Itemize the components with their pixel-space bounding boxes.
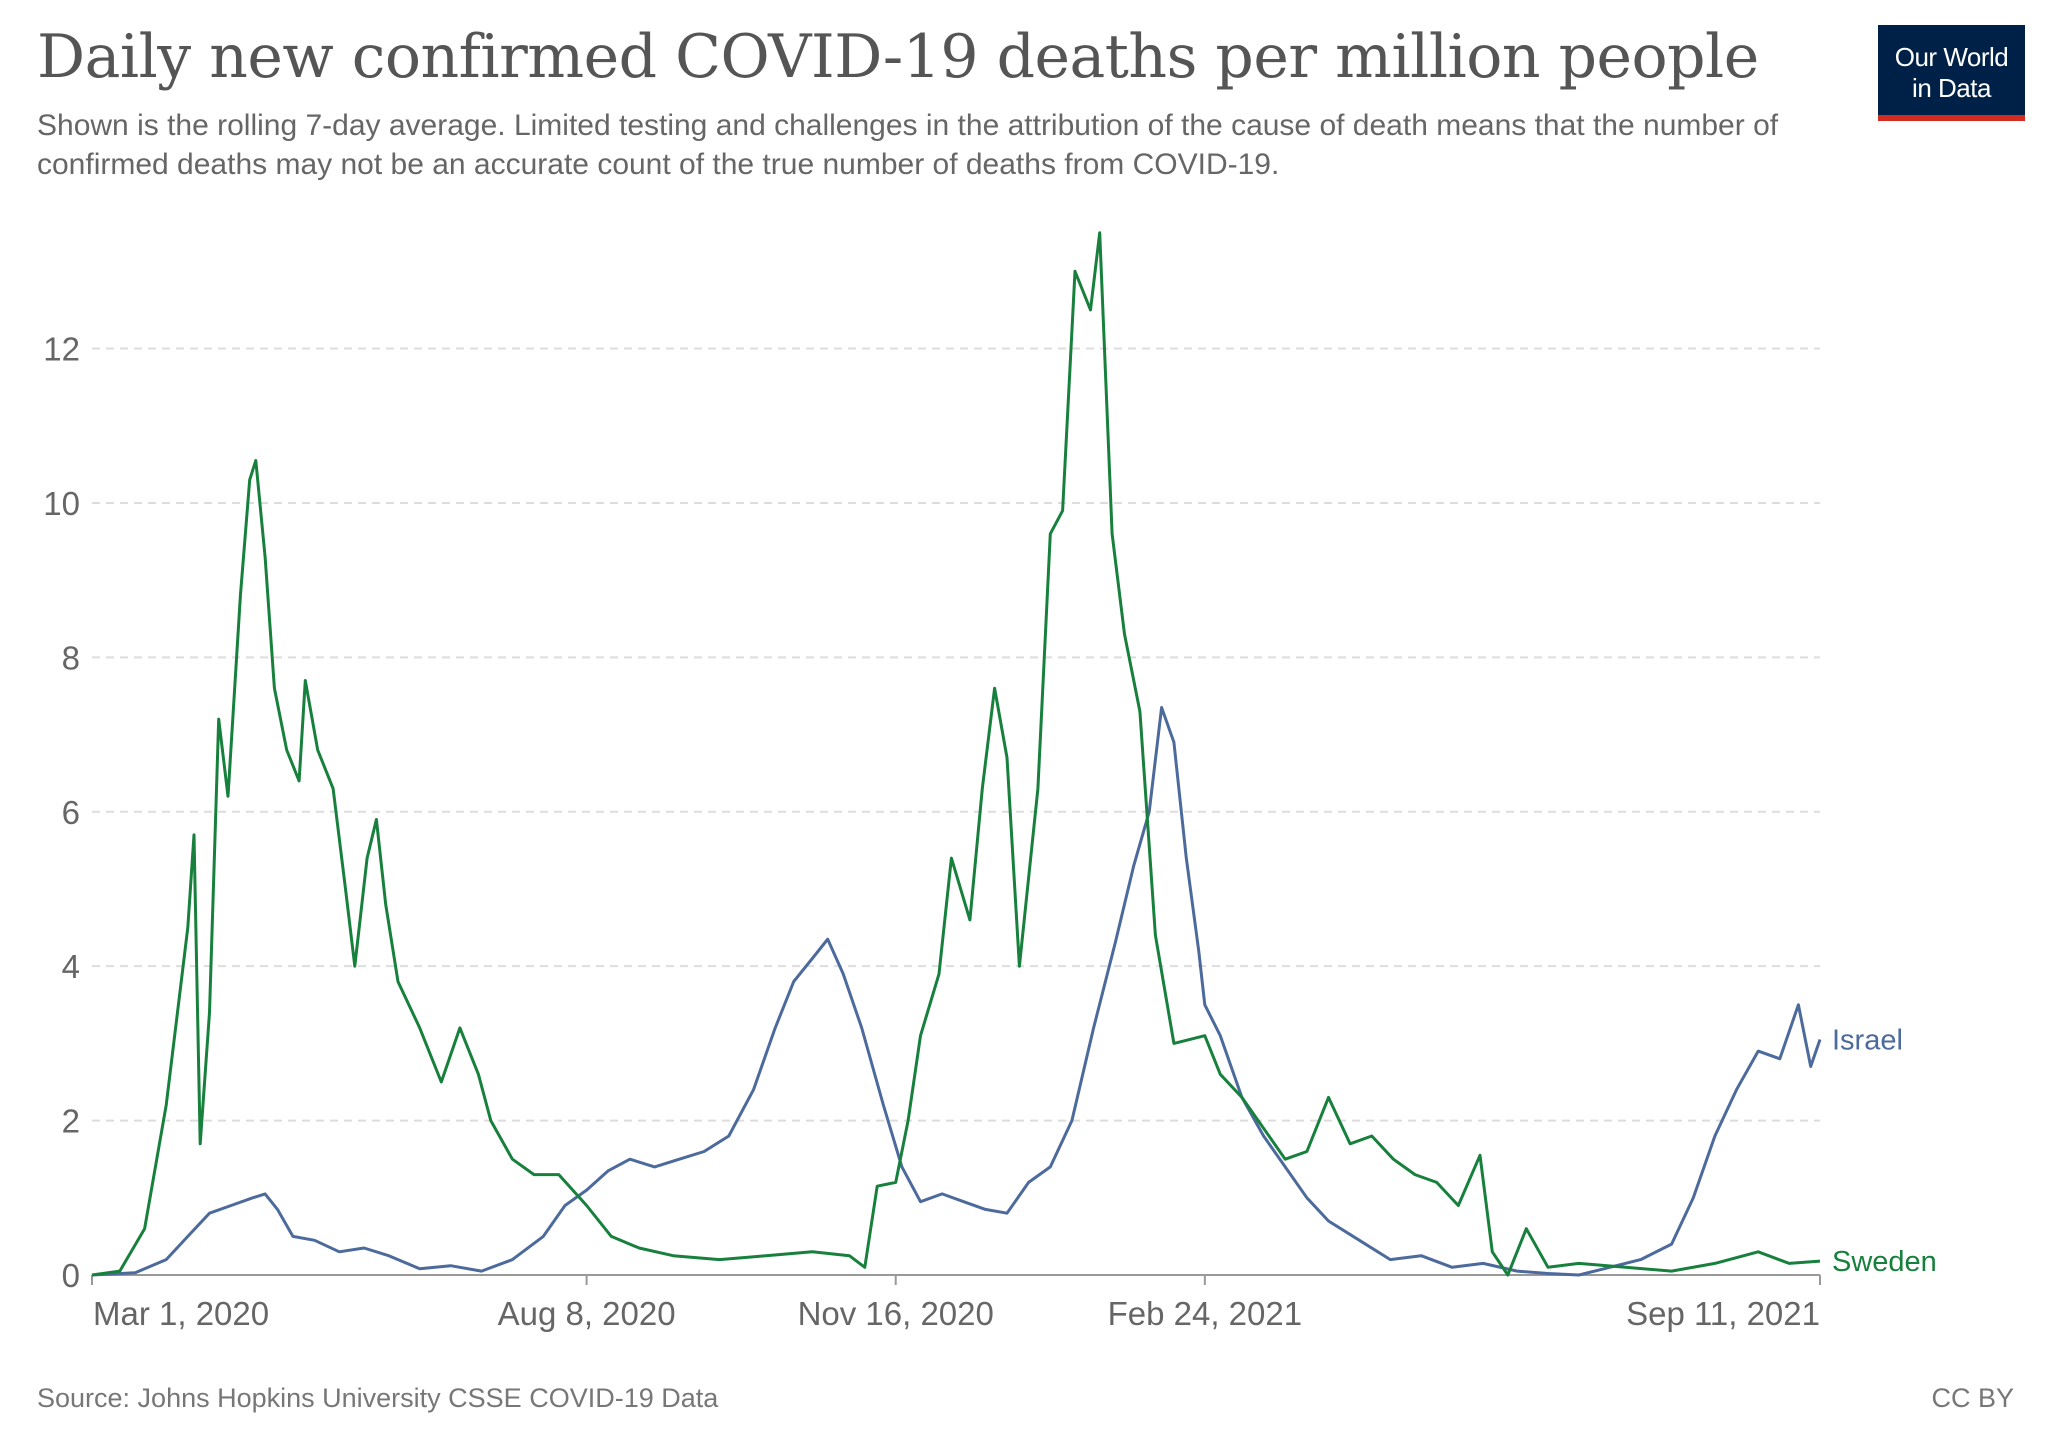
series-line-sweden [91,231,1821,1277]
y-tick-label: 10 [43,485,80,522]
grid-lines [92,347,1820,1122]
x-tick-label: Mar 1, 2020 [93,1295,269,1332]
series-line-israel [91,706,1822,1277]
chart-title: Daily new confirmed COVID-19 deaths per … [37,22,1759,92]
owid-logo[interactable]: Our World in Data [1878,25,2025,121]
y-tick-label: 4 [62,948,80,985]
series-lines [91,231,1822,1277]
logo-line-1: Our World [1894,42,2009,72]
series-label-sweden: Sweden [1832,1246,1937,1278]
y-tick-label: 6 [62,794,80,831]
x-tick-label: Aug 8, 2020 [498,1295,676,1332]
chart-subtitle: Shown is the rolling 7-day average. Limi… [37,109,1779,181]
x-axis: Mar 1, 2020 Aug 8, 2020 Nov 16, 2020 Feb 24… [91,1274,1821,1332]
y-tick-label: 2 [62,1103,80,1140]
license-link[interactable]: CC BY [1931,1383,2014,1413]
series-label-israel: Israel [1832,1025,1903,1057]
y-tick-label: 8 [62,639,80,676]
y-tick-label: 0 [62,1257,80,1294]
x-tick-label: Nov 16, 2020 [798,1295,994,1332]
y-axis-tick-labels: 0 2 4 6 8 10 12 [43,331,80,1294]
y-tick-label: 12 [43,331,80,368]
source-note: Source: Johns Hopkins University CSSE CO… [37,1383,719,1413]
x-tick-label: Sep 11, 2021 [1626,1295,1820,1332]
x-tick-label: Feb 24, 2021 [1108,1295,1303,1332]
series-labels: Israel Sweden [1832,1025,1937,1279]
logo-line-2: in Data [1912,73,1991,103]
